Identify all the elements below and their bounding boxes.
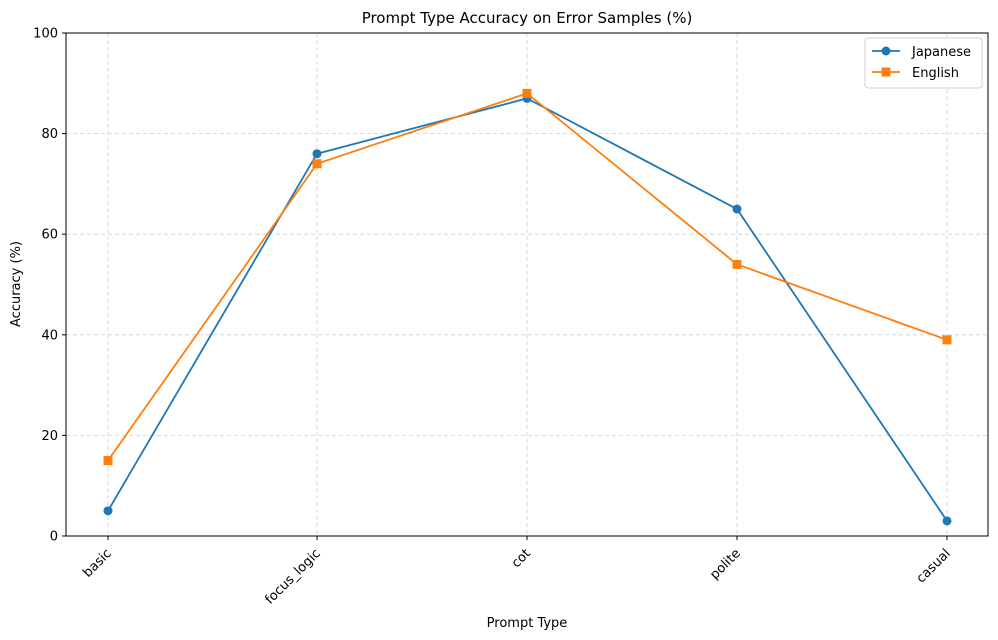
data-point-japanese [942,516,952,526]
legend-entry-japanese: Japanese [872,45,971,60]
series-layer [103,88,952,526]
legend-entry-english: English [872,66,959,81]
y-tick-label: 20 [41,429,58,444]
x-tick-label: cot [509,546,534,571]
chart-title: Prompt Type Accuracy on Error Samples (%… [362,9,693,27]
legend-label-japanese: Japanese [911,45,971,60]
x-axis: basic focus_logic cot polite casual [80,536,954,608]
series-english [103,88,952,466]
data-point-english [103,456,113,466]
legend-marker-japanese [881,46,891,56]
data-point-english [312,159,322,169]
series-japanese [103,93,952,526]
series-line-english [107,92,948,462]
legend: Japanese English [864,37,983,89]
data-point-japanese [312,149,322,159]
data-point-japanese [103,506,113,516]
y-axis-label: Accuracy (%) [9,241,24,327]
y-tick-label: 60 [41,228,58,243]
x-tick-label: focus_logic [262,546,323,607]
data-point-english [522,88,532,98]
legend-label-english: English [912,66,959,81]
x-tick-label: polite [707,546,743,582]
x-tick-label: basic [80,546,114,580]
series-line-japanese [107,97,948,522]
x-axis-label: Prompt Type [487,616,568,631]
y-tick-label: 100 [33,27,58,42]
grid-lines [66,33,988,536]
y-tick-label: 80 [41,127,58,142]
y-tick-label: 0 [50,530,58,545]
y-tick-label: 40 [41,328,58,343]
legend-marker-english [881,67,891,77]
data-point-japanese [732,204,742,214]
data-point-english [732,259,742,269]
y-axis: 0 20 40 60 80 100 [33,27,66,545]
x-tick-label: casual [914,546,954,586]
data-point-english [942,335,952,345]
